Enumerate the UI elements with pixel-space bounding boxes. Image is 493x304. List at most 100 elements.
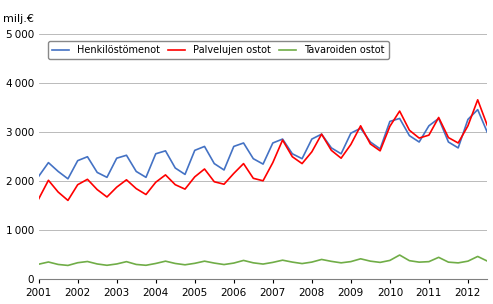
Tavaroiden ostot bbox=[221, 263, 227, 266]
Palvelujen ostot bbox=[280, 138, 285, 142]
Henkilöstömenot bbox=[328, 146, 334, 150]
Tavaroiden ostot bbox=[231, 261, 237, 265]
Henkilöstömenot bbox=[416, 140, 422, 144]
Tavaroiden ostot bbox=[348, 260, 354, 264]
Palvelujen ostot bbox=[397, 109, 403, 113]
Henkilöstömenot bbox=[387, 119, 393, 123]
Tavaroiden ostot bbox=[485, 259, 491, 263]
Palvelujen ostot bbox=[446, 136, 452, 140]
Henkilöstömenot bbox=[133, 170, 139, 173]
Palvelujen ostot bbox=[270, 161, 276, 164]
Tavaroiden ostot bbox=[163, 259, 169, 263]
Henkilöstömenot bbox=[455, 146, 461, 150]
Tavaroiden ostot bbox=[299, 262, 305, 265]
Palvelujen ostot bbox=[406, 128, 412, 132]
Henkilöstömenot bbox=[367, 140, 373, 144]
Tavaroiden ostot bbox=[475, 255, 481, 258]
Henkilöstömenot bbox=[318, 132, 324, 136]
Palvelujen ostot bbox=[260, 179, 266, 183]
Palvelujen ostot bbox=[163, 173, 169, 177]
Tavaroiden ostot bbox=[94, 262, 100, 266]
Tavaroiden ostot bbox=[153, 262, 159, 265]
Henkilöstömenot bbox=[250, 157, 256, 161]
Palvelujen ostot bbox=[221, 182, 227, 186]
Henkilöstömenot bbox=[406, 134, 412, 137]
Palvelujen ostot bbox=[94, 188, 100, 192]
Palvelujen ostot bbox=[426, 133, 432, 137]
Henkilöstömenot bbox=[436, 117, 442, 120]
Henkilöstömenot bbox=[446, 140, 452, 144]
Palvelujen ostot bbox=[348, 143, 354, 146]
Henkilöstömenot bbox=[114, 156, 120, 160]
Henkilöstömenot bbox=[465, 118, 471, 121]
Henkilöstömenot bbox=[104, 175, 110, 179]
Tavaroiden ostot bbox=[416, 260, 422, 264]
Tavaroiden ostot bbox=[270, 261, 276, 264]
Palvelujen ostot bbox=[289, 155, 295, 159]
Tavaroiden ostot bbox=[211, 261, 217, 265]
Palvelujen ostot bbox=[153, 180, 159, 184]
Henkilöstömenot bbox=[475, 108, 481, 112]
Text: milj.€: milj.€ bbox=[3, 14, 34, 24]
Palvelujen ostot bbox=[465, 124, 471, 128]
Tavaroiden ostot bbox=[455, 261, 461, 265]
Henkilöstömenot bbox=[75, 159, 81, 162]
Henkilöstömenot bbox=[377, 147, 383, 151]
Legend: Henkilöstömenot, Palvelujen ostot, Tavaroiden ostot: Henkilöstömenot, Palvelujen ostot, Tavar… bbox=[48, 41, 388, 59]
Henkilöstömenot bbox=[299, 157, 305, 161]
Henkilöstömenot bbox=[84, 155, 90, 159]
Palvelujen ostot bbox=[328, 149, 334, 152]
Palvelujen ostot bbox=[377, 149, 383, 153]
Palvelujen ostot bbox=[65, 199, 71, 202]
Tavaroiden ostot bbox=[202, 259, 208, 263]
Palvelujen ostot bbox=[172, 183, 178, 187]
Palvelujen ostot bbox=[182, 187, 188, 191]
Palvelujen ostot bbox=[75, 183, 81, 187]
Palvelujen ostot bbox=[104, 195, 110, 199]
Palvelujen ostot bbox=[45, 178, 51, 182]
Tavaroiden ostot bbox=[318, 257, 324, 261]
Palvelujen ostot bbox=[192, 175, 198, 179]
Palvelujen ostot bbox=[387, 124, 393, 128]
Palvelujen ostot bbox=[35, 197, 41, 201]
Line: Tavaroiden ostot: Tavaroiden ostot bbox=[38, 255, 493, 265]
Henkilöstömenot bbox=[35, 174, 41, 178]
Palvelujen ostot bbox=[202, 167, 208, 171]
Henkilöstömenot bbox=[65, 177, 71, 181]
Tavaroiden ostot bbox=[114, 262, 120, 266]
Henkilöstömenot bbox=[485, 131, 491, 134]
Palvelujen ostot bbox=[416, 136, 422, 140]
Tavaroiden ostot bbox=[84, 260, 90, 263]
Tavaroiden ostot bbox=[250, 261, 256, 265]
Henkilöstömenot bbox=[163, 149, 169, 153]
Henkilöstömenot bbox=[192, 149, 198, 152]
Henkilöstömenot bbox=[153, 152, 159, 156]
Tavaroiden ostot bbox=[241, 259, 246, 262]
Tavaroiden ostot bbox=[104, 264, 110, 267]
Line: Henkilöstömenot: Henkilöstömenot bbox=[38, 109, 493, 179]
Tavaroiden ostot bbox=[338, 261, 344, 265]
Tavaroiden ostot bbox=[182, 263, 188, 267]
Henkilöstömenot bbox=[231, 145, 237, 148]
Tavaroiden ostot bbox=[65, 264, 71, 267]
Palvelujen ostot bbox=[114, 185, 120, 189]
Tavaroiden ostot bbox=[260, 262, 266, 266]
Palvelujen ostot bbox=[299, 162, 305, 165]
Palvelujen ostot bbox=[367, 142, 373, 146]
Tavaroiden ostot bbox=[328, 260, 334, 263]
Tavaroiden ostot bbox=[45, 260, 51, 264]
Palvelujen ostot bbox=[84, 178, 90, 181]
Tavaroiden ostot bbox=[357, 257, 363, 261]
Palvelujen ostot bbox=[250, 177, 256, 180]
Henkilöstömenot bbox=[289, 152, 295, 156]
Tavaroiden ostot bbox=[192, 261, 198, 265]
Palvelujen ostot bbox=[338, 156, 344, 160]
Line: Palvelujen ostot: Palvelujen ostot bbox=[38, 77, 493, 200]
Henkilöstömenot bbox=[202, 145, 208, 148]
Tavaroiden ostot bbox=[406, 259, 412, 262]
Palvelujen ostot bbox=[318, 132, 324, 136]
Henkilöstömenot bbox=[221, 168, 227, 172]
Palvelujen ostot bbox=[455, 141, 461, 145]
Henkilöstömenot bbox=[94, 171, 100, 174]
Henkilöstömenot bbox=[211, 162, 217, 165]
